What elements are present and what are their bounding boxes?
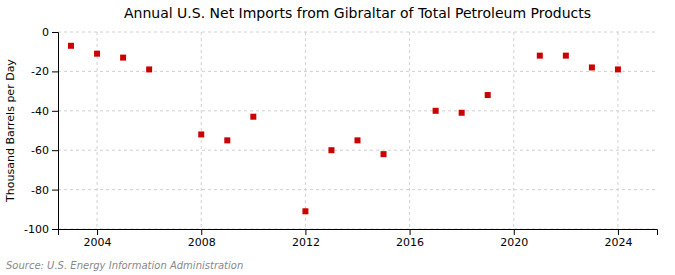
point xyxy=(328,147,334,153)
x-tick: 2008 xyxy=(188,229,216,249)
point xyxy=(198,131,204,137)
x-tick-label: 2020 xyxy=(500,236,528,249)
x-tick-mark xyxy=(305,229,306,235)
y-grid-line xyxy=(58,32,657,33)
title: Annual U.S. Net Imports from Gibraltar o… xyxy=(124,5,591,21)
y-tick: -60 xyxy=(31,144,58,157)
x-grid-line xyxy=(305,32,306,229)
point xyxy=(381,151,387,157)
y-tick-mark xyxy=(52,229,58,230)
x-grid-line xyxy=(409,32,410,229)
y-grid-line xyxy=(58,150,657,151)
y-axis-line xyxy=(52,33,59,230)
source: Source: U.S. Energy Information Administ… xyxy=(6,260,243,271)
point xyxy=(537,53,543,59)
point xyxy=(485,92,491,98)
x-tick: 2024 xyxy=(604,229,632,249)
point xyxy=(146,66,152,72)
plot-area: 2004 2008 2012 2016 2020 2024 0 -20 -40 -60 -80 -10… xyxy=(24,26,657,249)
point xyxy=(94,51,100,57)
x-tick-label: 2012 xyxy=(292,236,320,249)
x-tick: 2004 xyxy=(84,229,112,249)
point xyxy=(615,66,621,72)
y-tick-label: 0 xyxy=(42,26,49,39)
x-tick: 2016 xyxy=(396,229,424,249)
x-axis: 2004 2008 2012 2016 2020 2024 xyxy=(59,229,658,249)
x-tick-mark xyxy=(618,229,619,235)
y-axis-label: Thousand Barrels per Day xyxy=(4,59,17,203)
x-tick-mark xyxy=(410,229,411,235)
x-axis-line xyxy=(59,230,658,236)
y-grid-line xyxy=(58,110,657,111)
x-grid-line xyxy=(513,32,514,229)
point xyxy=(355,137,361,143)
y-axis: 0 -20 -40 -60 -80 -100 xyxy=(24,26,58,236)
point xyxy=(433,108,439,114)
y-grid-line xyxy=(58,189,657,190)
point xyxy=(120,55,126,61)
y-tick-mark xyxy=(52,71,58,72)
x-tick-label: 2008 xyxy=(188,236,216,249)
x-grid-line xyxy=(97,32,98,229)
y-tick: -80 xyxy=(31,184,58,197)
y-tick-label: -40 xyxy=(31,105,49,118)
y-tick-label: -100 xyxy=(24,223,49,236)
y-tick-mark xyxy=(52,111,58,112)
y-tick-mark xyxy=(52,190,58,191)
point xyxy=(68,43,74,49)
x-tick-label: 2004 xyxy=(84,236,112,249)
x-tick-label: 2016 xyxy=(396,236,424,249)
y-tick: -20 xyxy=(31,65,58,78)
y-tick-label: -60 xyxy=(31,144,49,157)
points xyxy=(68,43,621,214)
x-tick-mark xyxy=(514,229,515,235)
point xyxy=(563,53,569,59)
point xyxy=(302,208,308,214)
y-tick: -100 xyxy=(24,223,58,236)
y-tick-label: -80 xyxy=(31,184,49,197)
point xyxy=(459,110,465,116)
y-tick-mark xyxy=(52,150,58,151)
y-tick-mark xyxy=(52,32,58,33)
x-tick: 2012 xyxy=(292,229,320,249)
x-tick-label: 2024 xyxy=(604,236,632,249)
y-tick: -40 xyxy=(31,105,58,118)
y-tick: 0 xyxy=(42,26,58,39)
x-tick-mark xyxy=(201,229,202,235)
x-grid-line xyxy=(617,32,618,229)
x-grid-line xyxy=(201,32,202,229)
point xyxy=(589,64,595,70)
point xyxy=(250,114,256,120)
point xyxy=(224,137,230,143)
x-tick-mark xyxy=(97,229,98,235)
x-tick: 2020 xyxy=(500,229,528,249)
grid xyxy=(58,32,657,229)
chart: 2004 2008 2012 2016 2020 2024 0 -20 -40 -60 -80 -10… xyxy=(0,0,675,275)
y-tick-label: -20 xyxy=(31,65,49,78)
